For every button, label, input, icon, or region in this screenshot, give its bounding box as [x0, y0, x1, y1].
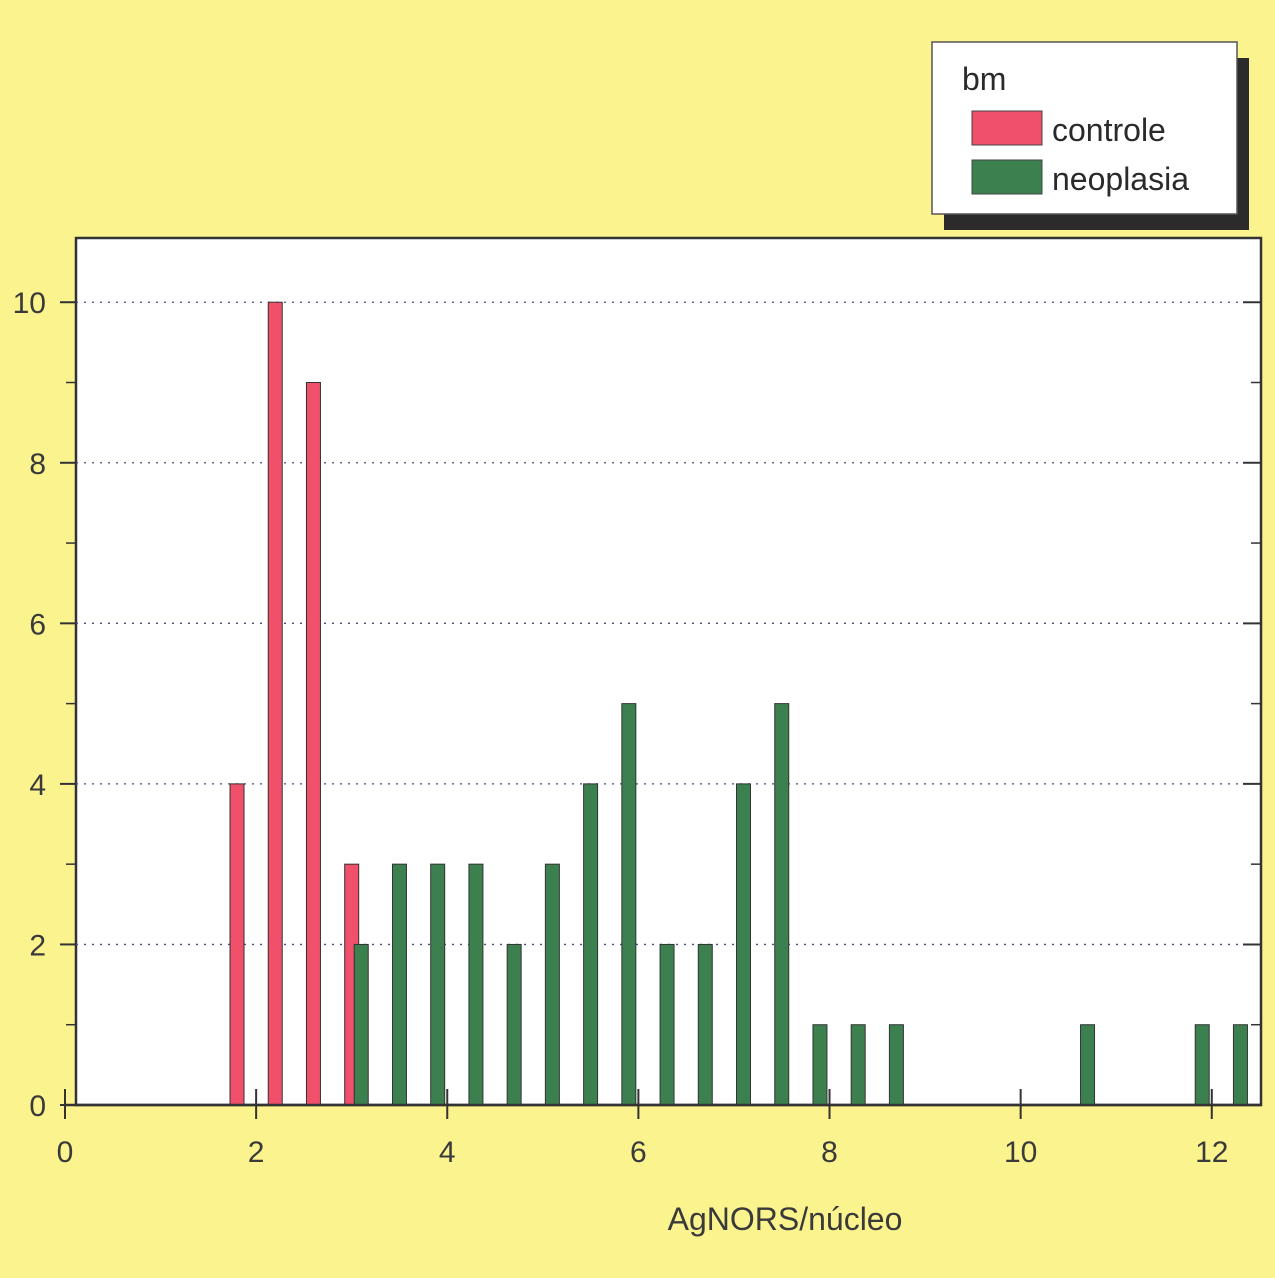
x-tick-label: 0: [57, 1136, 74, 1169]
bar-neoplasia: [812, 1024, 828, 1106]
legend: bm controle neoplasia: [931, 41, 1249, 230]
y-tick-label: 10: [13, 287, 46, 320]
bar-controle: [267, 301, 283, 1106]
bar-neoplasia: [544, 863, 560, 1106]
legend-label-controle: controle: [1052, 112, 1166, 148]
bar-neoplasia: [506, 943, 522, 1106]
bar-neoplasia: [391, 863, 407, 1106]
bar-neoplasia: [1194, 1024, 1210, 1106]
bar-neoplasia: [468, 863, 484, 1106]
bar-neoplasia: [583, 783, 599, 1106]
bar-neoplasia: [888, 1024, 904, 1106]
bars: [229, 301, 1248, 1106]
legend-title: bm: [962, 61, 1006, 97]
bar-neoplasia: [430, 863, 446, 1106]
y-tick-label: 2: [29, 929, 46, 962]
y-tick-label: 6: [29, 608, 46, 641]
bar-neoplasia: [697, 943, 713, 1106]
bar-neoplasia: [736, 783, 752, 1106]
x-tick-label: 12: [1195, 1136, 1228, 1169]
legend-swatch-neoplasia: [971, 159, 1043, 195]
y-tick-label: 8: [29, 448, 46, 481]
x-axis-title: AgNORS/núcleo: [668, 1201, 903, 1237]
x-tick-label: 4: [439, 1136, 456, 1169]
y-tick-label: 4: [29, 769, 46, 802]
bar-neoplasia: [621, 703, 637, 1106]
legend-label-neoplasia: neoplasia: [1052, 161, 1189, 197]
bar-neoplasia: [850, 1024, 866, 1106]
bar-neoplasia: [353, 943, 369, 1106]
bar-neoplasia: [659, 943, 675, 1106]
x-tick-label: 8: [821, 1136, 838, 1169]
bar-neoplasia: [774, 703, 790, 1106]
legend-swatch-controle: [971, 110, 1043, 146]
bar-controle: [305, 382, 321, 1106]
y-tick-label: 0: [29, 1090, 46, 1123]
bar-controle: [229, 783, 245, 1106]
bar-neoplasia: [1080, 1024, 1096, 1106]
bar-neoplasia: [1232, 1024, 1248, 1106]
x-tick-label: 10: [1004, 1136, 1037, 1169]
x-tick-label: 2: [248, 1136, 265, 1169]
axes: 0 2 4 6 8 10 0 2 4 6 8 10 12: [13, 287, 1261, 1169]
x-tick-label: 6: [630, 1136, 647, 1169]
